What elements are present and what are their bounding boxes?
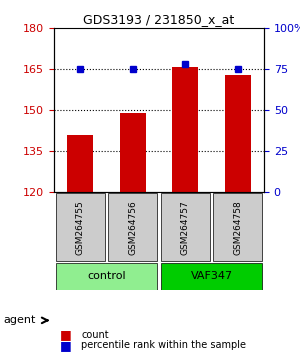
Text: GSM264757: GSM264757	[181, 200, 190, 255]
Text: percentile rank within the sample: percentile rank within the sample	[81, 340, 246, 350]
Text: GSM264756: GSM264756	[128, 200, 137, 255]
Bar	[225, 75, 251, 192]
FancyBboxPatch shape	[213, 193, 262, 261]
FancyBboxPatch shape	[56, 193, 105, 261]
Text: ■: ■	[60, 328, 72, 341]
Text: GDS3193 / 231850_x_at: GDS3193 / 231850_x_at	[83, 13, 235, 26]
FancyBboxPatch shape	[108, 193, 158, 261]
Text: GSM264755: GSM264755	[76, 200, 85, 255]
Text: ■: ■	[60, 339, 72, 352]
Text: agent: agent	[3, 315, 35, 325]
Text: GSM264758: GSM264758	[233, 200, 242, 255]
Text: count: count	[81, 330, 109, 339]
Text: VAF347: VAF347	[190, 271, 232, 281]
Bar	[67, 135, 93, 192]
Bar	[120, 113, 146, 192]
FancyBboxPatch shape	[56, 263, 158, 290]
FancyBboxPatch shape	[160, 193, 210, 261]
Text: control: control	[87, 271, 126, 281]
Bar	[172, 67, 198, 192]
FancyBboxPatch shape	[160, 263, 262, 290]
